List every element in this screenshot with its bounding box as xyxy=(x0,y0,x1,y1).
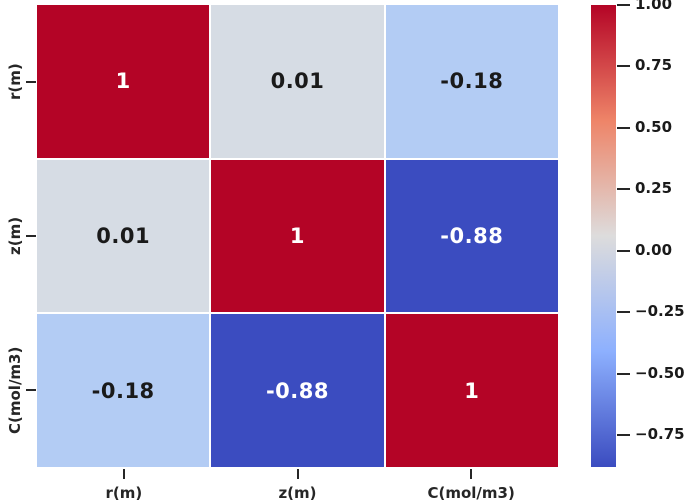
heatmap-cell-C(mol/m3)-z(m): -0.88 xyxy=(211,314,384,467)
colorbar-tick-0.00 xyxy=(617,249,630,252)
colorbar-tick-1.00 xyxy=(617,4,630,6)
colorbar-tick-label-−0.75: −0.75 xyxy=(635,425,685,444)
colorbar-tick-−0.75 xyxy=(617,434,630,437)
colorbar-tick-−0.50 xyxy=(617,372,630,375)
x-tick-r(m) xyxy=(122,469,125,479)
y-label-r(m): r(m) xyxy=(6,63,24,101)
heatmap-cell-z(m)-z(m): 1 xyxy=(211,159,384,313)
colorbar-tick-0.50 xyxy=(617,126,630,129)
colorbar-tick-label-0.75: 0.75 xyxy=(635,56,673,75)
heatmap-cell-C(mol/m3)-C(mol/m3): 1 xyxy=(385,314,558,467)
x-tick-C(mol/m3) xyxy=(470,469,473,479)
y-label-C(mol/m3): C(mol/m3) xyxy=(6,346,24,434)
heatmap-cell-r(m)-C(mol/m3): -0.18 xyxy=(385,5,558,158)
colorbar xyxy=(591,5,616,467)
x-tick-z(m) xyxy=(296,469,299,479)
y-tick-z(m) xyxy=(26,235,36,237)
heatmap-grid: 1 0.01 -0.18 0.01 1 -0.88 -0.18 -0.88 1 xyxy=(37,5,558,467)
colorbar-tick-0.25 xyxy=(617,188,630,191)
y-tick-r(m) xyxy=(26,81,36,83)
x-label-r(m): r(m) xyxy=(105,484,143,502)
colorbar-tick-label-0.50: 0.50 xyxy=(635,117,673,136)
y-label-z(m): z(m) xyxy=(6,216,24,256)
colorbar-tick-label-1.00: 1.00 xyxy=(635,0,673,13)
colorbar-tick-label-−0.50: −0.50 xyxy=(635,363,685,382)
colorbar-tick-0.75 xyxy=(617,65,630,68)
colorbar-tick-label-0.00: 0.00 xyxy=(635,240,673,259)
heatmap-cell-z(m)-C(mol/m3): -0.88 xyxy=(385,159,558,313)
x-label-z(m): z(m) xyxy=(278,484,317,502)
heatmap-cell-r(m)-z(m): 0.01 xyxy=(211,5,384,158)
colorbar-tick-label-0.25: 0.25 xyxy=(635,179,673,198)
heatmap-cell-r(m)-r(m): 1 xyxy=(37,5,210,158)
heatmap-cell-C(mol/m3)-r(m): -0.18 xyxy=(37,314,210,467)
colorbar-tick-label-−0.25: −0.25 xyxy=(635,302,685,321)
y-tick-C(mol/m3) xyxy=(26,389,36,391)
x-label-C(mol/m3): C(mol/m3) xyxy=(427,484,515,502)
colorbar-tick-−0.25 xyxy=(617,311,630,314)
heatmap-cell-z(m)-r(m): 0.01 xyxy=(37,159,210,313)
